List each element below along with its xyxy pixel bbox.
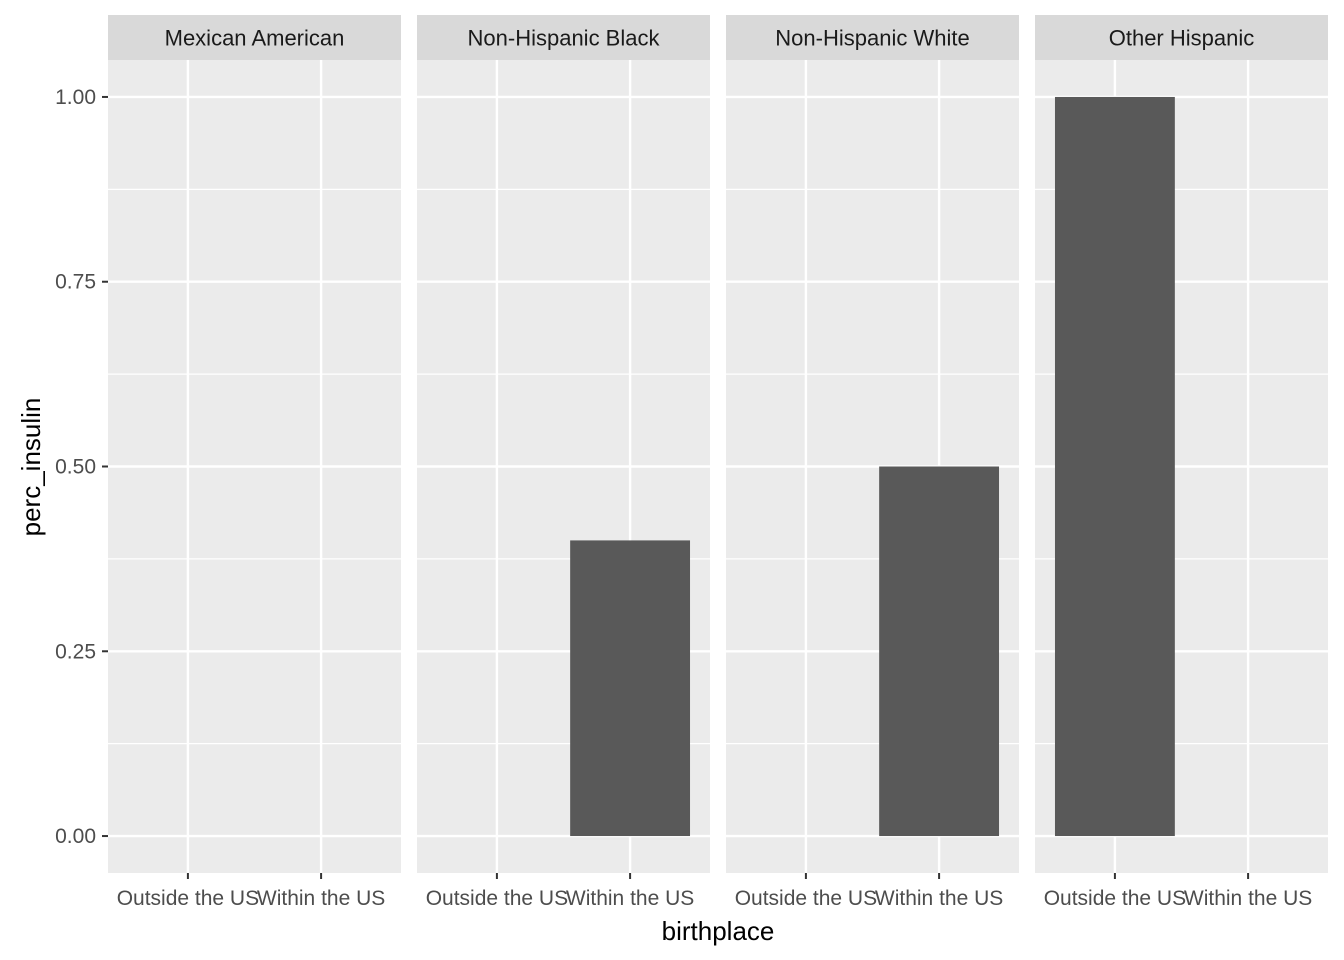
- facet-strip: [726, 15, 1019, 60]
- x-tick-label: Outside the US: [1044, 887, 1186, 910]
- facet-strip: [417, 15, 710, 60]
- y-axis-title: perc_insulin: [16, 398, 46, 537]
- y-tick-label: 0.25: [55, 640, 96, 663]
- facet-strip: [108, 15, 401, 60]
- bar: [879, 466, 1000, 837]
- x-tick-label: Outside the US: [426, 887, 568, 910]
- bar: [570, 540, 691, 837]
- facet-strip-label: Mexican American: [165, 26, 345, 51]
- x-tick-label: Outside the US: [117, 887, 259, 910]
- y-tick-label: 0.00: [55, 825, 96, 848]
- y-tick-label: 0.75: [55, 271, 96, 294]
- x-axis-title: birthplace: [662, 916, 775, 946]
- facet-strip-label: Other Hispanic: [1109, 26, 1255, 51]
- x-tick-label: Within the US: [257, 887, 385, 910]
- facet-strip-label: Non-Hispanic White: [775, 26, 969, 51]
- x-tick-label: Outside the US: [735, 887, 877, 910]
- x-tick-label: Within the US: [566, 887, 694, 910]
- x-tick-label: Within the US: [875, 887, 1003, 910]
- y-tick-label: 1.00: [55, 86, 96, 109]
- bar: [1054, 96, 1175, 837]
- y-tick-label: 0.50: [55, 456, 96, 479]
- y-axis: 0.00 0.25 0.50 0.75 1.00: [55, 86, 108, 848]
- x-tick-label: Within the US: [1184, 887, 1312, 910]
- facet-strip-label: Non-Hispanic Black: [468, 26, 661, 51]
- facet-strip: [1035, 15, 1328, 60]
